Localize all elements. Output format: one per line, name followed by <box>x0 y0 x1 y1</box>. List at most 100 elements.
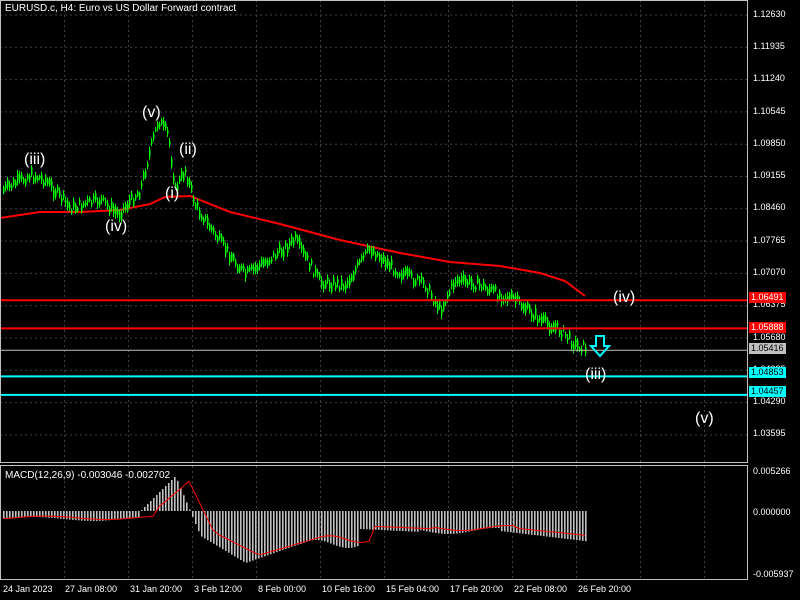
candle-body <box>181 170 183 179</box>
candle-body <box>363 255 365 259</box>
price-tick: 1.12630 <box>753 9 786 19</box>
candle-body <box>413 280 415 286</box>
macd-histogram-bar <box>201 511 203 537</box>
candle-body <box>61 198 63 203</box>
macd-histogram-bar <box>393 511 395 531</box>
price-tick: 1.09155 <box>753 170 786 180</box>
macd-histogram-bar <box>462 511 464 533</box>
macd-histogram-bar <box>402 511 404 532</box>
date-tick: 15 Feb 04:00 <box>386 584 440 594</box>
macd-histogram-bar <box>291 511 293 547</box>
candle-body <box>113 206 115 214</box>
macd-histogram-bar <box>279 511 281 552</box>
macd-histogram-bar <box>480 511 482 530</box>
macd-histogram-bar <box>387 511 389 531</box>
candle-body <box>505 297 507 300</box>
candle-body <box>99 199 101 206</box>
macd-histogram-bar <box>315 511 317 541</box>
candle-body <box>471 279 473 287</box>
candle-body <box>89 197 91 201</box>
candle-body <box>279 243 281 251</box>
candle-body <box>317 271 319 275</box>
candle-body <box>423 280 425 285</box>
candle-body <box>359 260 361 264</box>
candle-body <box>567 337 569 341</box>
macd-histogram-bar <box>120 511 122 519</box>
candle-body <box>507 295 509 303</box>
macd-histogram-bar <box>555 511 557 538</box>
candle-body <box>497 295 499 301</box>
candle-body <box>417 275 419 279</box>
candle-body <box>557 323 559 326</box>
macd-histogram-bar <box>441 511 443 534</box>
candle-body <box>447 294 449 299</box>
candle-body <box>83 203 85 206</box>
candle-body <box>195 203 197 209</box>
candle-body <box>257 266 259 271</box>
macd-histogram-bar <box>486 511 488 529</box>
candle-body <box>281 249 283 256</box>
candle-body <box>537 318 539 323</box>
candle-body <box>427 291 429 295</box>
macd-indicator-label: MACD(12,26,9) -0.003046 -0.002702 <box>5 470 171 481</box>
candle-body <box>183 173 185 181</box>
candle-body <box>149 149 151 157</box>
candle-body <box>143 172 145 179</box>
macd-histogram-bar <box>489 511 491 529</box>
candle-body <box>55 190 57 197</box>
candle-body <box>287 246 289 254</box>
candle-body <box>297 236 299 242</box>
candle-body <box>341 279 343 287</box>
candle-body <box>455 280 457 284</box>
candle-body <box>401 273 403 280</box>
macd-histogram-bar <box>561 511 563 539</box>
macd-histogram-bar <box>183 495 185 511</box>
candle-body <box>511 291 513 299</box>
candle-body <box>367 245 369 252</box>
wave-label: (i) <box>165 185 180 202</box>
candle-body <box>27 175 29 180</box>
macd-histogram-bar <box>519 511 521 534</box>
macd-histogram-bar <box>6 511 8 519</box>
macd-histogram-bar <box>408 511 410 532</box>
candle-body <box>125 203 127 210</box>
candle-body <box>179 177 181 182</box>
candle-body <box>45 177 47 183</box>
candle-body <box>461 276 463 283</box>
candle-body <box>295 233 297 239</box>
candle-body <box>339 287 341 290</box>
candle-body <box>177 185 179 192</box>
macd-histogram-bar <box>108 511 110 521</box>
candle-body <box>575 339 577 346</box>
macd-histogram-bar <box>90 511 92 521</box>
candle-body <box>381 257 383 264</box>
candle-body <box>565 334 567 337</box>
candle-body <box>309 264 311 271</box>
candle-body <box>349 278 351 286</box>
candle-body <box>79 200 81 203</box>
macd-histogram-bar <box>552 511 554 538</box>
candle-body <box>523 304 525 312</box>
candle-body <box>443 301 445 310</box>
candle-body <box>371 248 373 257</box>
date-tick: 10 Feb 16:00 <box>322 584 376 594</box>
candle-body <box>211 227 213 231</box>
macd-histogram-bar <box>156 495 158 511</box>
macd-histogram-bar <box>24 511 26 518</box>
candle-body <box>23 178 25 183</box>
candle-body <box>327 277 329 282</box>
candle-body <box>387 258 389 266</box>
macd-histogram-bar <box>546 511 548 537</box>
macd-histogram-bar <box>339 511 341 547</box>
macd-histogram-bar <box>465 511 467 533</box>
candle-body <box>405 267 407 275</box>
macd-histogram-bar <box>180 488 182 511</box>
candle-body <box>191 185 193 190</box>
macd-histogram-bar <box>141 510 143 511</box>
macd-histogram-bar <box>3 511 5 519</box>
macd-histogram-bar <box>21 511 23 518</box>
candle-body <box>53 189 55 198</box>
candle-body <box>95 193 97 200</box>
macd-histogram-bar <box>267 511 269 556</box>
